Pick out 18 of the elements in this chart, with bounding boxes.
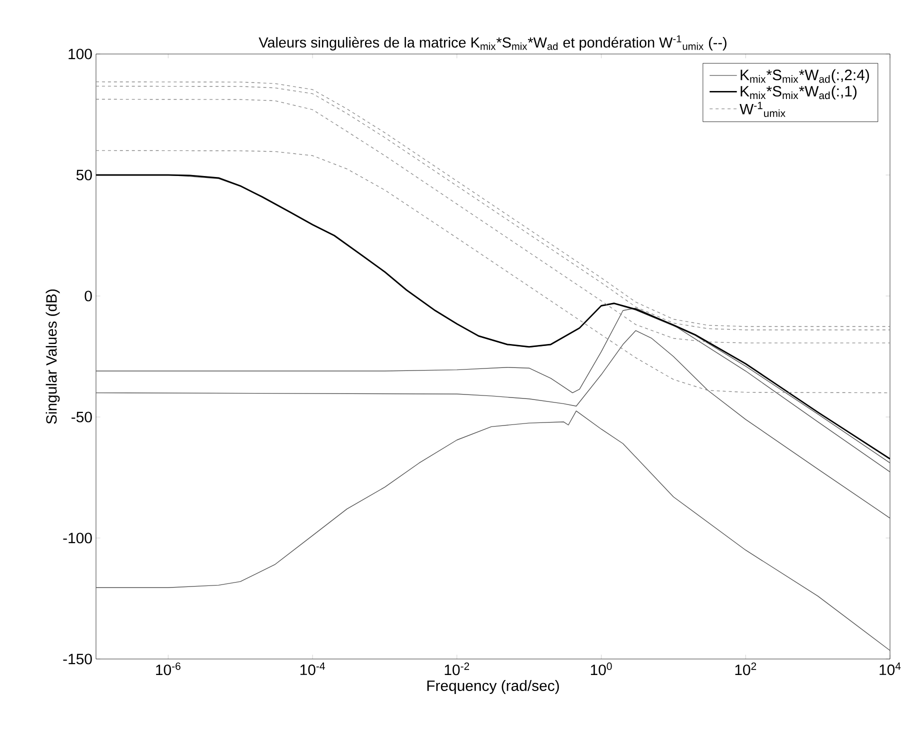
x-axis-title: Frequency (rad/sec) [427, 680, 559, 694]
x-tick-label: 10$^{4}$ [880, 662, 901, 676]
legend-label: K$_{mix}$*S$_{mix}$*W$_{ad}$(:,1) [740, 86, 857, 100]
legend-label: W$^{-1}$umix [740, 102, 786, 118]
x-tick-label: 10$^{-4}$ [300, 662, 325, 676]
x-tick-label: 10$^{-6}$ [156, 662, 180, 676]
y-tick-label: -50 [72, 412, 92, 422]
y-tick-label: 100 [68, 48, 92, 60]
y-tick-label: 0 [84, 290, 92, 302]
x-tick-label: 10$^{0}$ [590, 662, 612, 676]
y-tick-label: -100 [63, 532, 92, 544]
x-tick-label: 10$^{-2}$ [444, 662, 470, 676]
y-tick-label: -150 [63, 654, 92, 664]
chart-title: Valeurs singulières de la matrice K$_{mix}$*S$_{mix}$*W$_{ad}$ et pondération W$^{-1}$$_{umix}$ (--) [258, 35, 726, 50]
y-axis-title: Singular Values (dB) [46, 289, 60, 424]
x-tick-label: 10$^{2}$ [735, 662, 756, 676]
legend-label: K$_{mix}$*S$_{mix}$*W$_{ad}$(:,2:4) [740, 69, 869, 84]
y-tick-label: 50 [76, 170, 92, 180]
